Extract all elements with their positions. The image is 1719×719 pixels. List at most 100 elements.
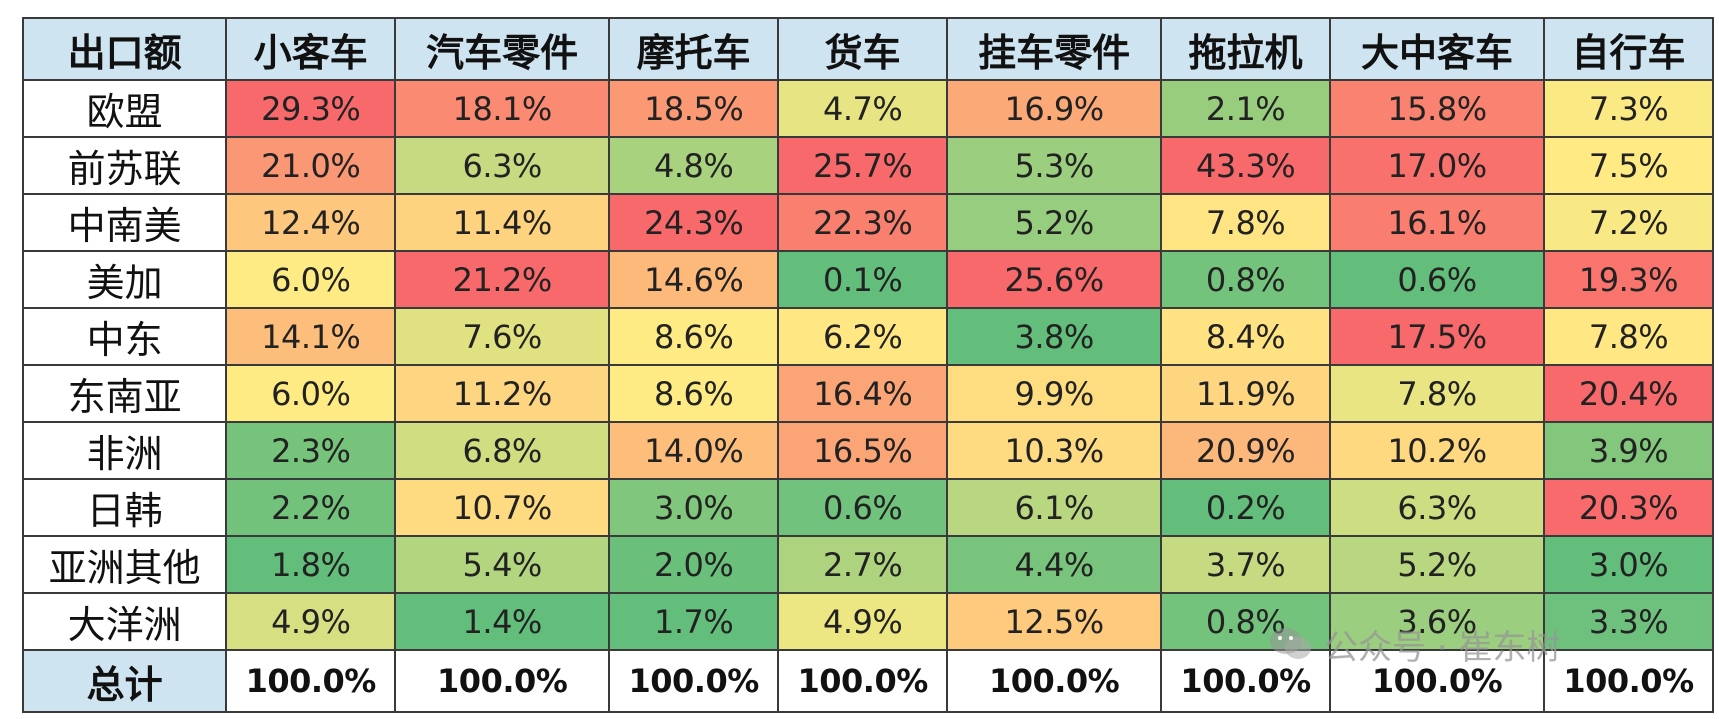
heatmap-table: 出口额 小客车 汽车零件 摩托车 货车 挂车零件 拖拉机 大中客车 自行车 欧盟 29.3% 18.1…: [21, 17, 1715, 713]
heat-cell: 10.3%: [946, 421, 1163, 480]
row-label: 大洋洲: [21, 592, 228, 651]
heat-cell: 12.5%: [946, 592, 1163, 651]
heat-cell: 0.8%: [1160, 592, 1332, 651]
heat-cell: 6.2%: [777, 307, 949, 366]
heat-cell: 5.4%: [394, 535, 611, 594]
heat-cell: 10.7%: [394, 478, 611, 537]
table-row: 欧盟 29.3% 18.1% 18.5% 4.7% 16.9% 2.1% 15.8% 7.3%: [21, 79, 1715, 138]
table-row: 亚洲其他 1.8% 5.4% 2.0% 2.7% 4.4% 3.7% 5.2% 3.0%: [21, 535, 1715, 594]
heat-cell: 2.0%: [608, 535, 780, 594]
heat-cell: 18.1%: [394, 79, 611, 138]
total-cell: 100.0%: [1160, 649, 1332, 713]
row-label: 非洲: [21, 421, 228, 480]
total-cell: 100.0%: [608, 649, 780, 713]
column-header: 拖拉机: [1160, 17, 1332, 81]
column-header: 汽车零件: [394, 17, 611, 81]
heat-cell: 19.3%: [1542, 250, 1715, 309]
heat-cell: 14.0%: [608, 421, 780, 480]
heat-cell: 7.2%: [1542, 193, 1715, 252]
heat-cell: 2.3%: [225, 421, 397, 480]
heat-cell: 9.9%: [946, 364, 1163, 423]
total-cell: 100.0%: [777, 649, 949, 713]
heat-cell: 3.8%: [946, 307, 1163, 366]
heat-cell: 20.3%: [1542, 478, 1715, 537]
row-label: 中东: [21, 307, 228, 366]
row-label: 中南美: [21, 193, 228, 252]
total-row: 总计 100.0% 100.0% 100.0% 100.0% 100.0% 100.0% 10…: [21, 649, 1715, 713]
heat-cell: 4.8%: [608, 136, 780, 195]
heat-cell: 7.8%: [1542, 307, 1715, 366]
heat-cell: 24.3%: [608, 193, 780, 252]
heat-cell: 5.2%: [946, 193, 1163, 252]
heat-cell: 7.8%: [1329, 364, 1545, 423]
heat-cell: 6.8%: [394, 421, 611, 480]
heat-cell: 14.6%: [608, 250, 780, 309]
heat-cell: 20.4%: [1542, 364, 1715, 423]
heat-cell: 18.5%: [608, 79, 780, 138]
heat-cell: 2.7%: [777, 535, 949, 594]
heat-cell: 1.4%: [394, 592, 611, 651]
heat-cell: 7.5%: [1542, 136, 1715, 195]
total-cell: 100.0%: [225, 649, 397, 713]
heat-cell: 2.1%: [1160, 79, 1332, 138]
column-header: 小客车: [225, 17, 397, 81]
heat-cell: 8.4%: [1160, 307, 1332, 366]
heat-cell: 3.0%: [1542, 535, 1715, 594]
total-cell: 100.0%: [1542, 649, 1715, 713]
heat-cell: 3.3%: [1542, 592, 1715, 651]
heat-cell: 4.4%: [946, 535, 1163, 594]
row-label: 日韩: [21, 478, 228, 537]
heat-cell: 16.1%: [1329, 193, 1545, 252]
heat-cell: 0.8%: [1160, 250, 1332, 309]
row-label: 欧盟: [21, 79, 228, 138]
total-label: 总计: [21, 649, 228, 713]
heat-cell: 29.3%: [225, 79, 397, 138]
column-header: 大中客车: [1329, 17, 1545, 81]
heat-cell: 0.6%: [777, 478, 949, 537]
total-cell: 100.0%: [394, 649, 611, 713]
corner-label: 出口额: [21, 17, 228, 81]
heat-cell: 1.8%: [225, 535, 397, 594]
heat-cell: 25.6%: [946, 250, 1163, 309]
column-header: 货车: [777, 17, 949, 81]
heat-cell: 5.3%: [946, 136, 1163, 195]
heat-cell: 7.3%: [1542, 79, 1715, 138]
heat-cell: 21.2%: [394, 250, 611, 309]
table-row: 大洋洲 4.9% 1.4% 1.7% 4.9% 12.5% 0.8% 3.6% 3.3%: [21, 592, 1715, 651]
heat-cell: 11.4%: [394, 193, 611, 252]
heat-cell: 0.1%: [777, 250, 949, 309]
heat-cell: 6.0%: [225, 364, 397, 423]
total-cell: 100.0%: [946, 649, 1163, 713]
heat-cell: 6.0%: [225, 250, 397, 309]
heat-cell: 14.1%: [225, 307, 397, 366]
row-label: 东南亚: [21, 364, 228, 423]
heat-cell: 4.7%: [777, 79, 949, 138]
heat-cell: 3.9%: [1542, 421, 1715, 480]
table-row: 非洲 2.3% 6.8% 14.0% 16.5% 10.3% 20.9% 10.2% 3.9%: [21, 421, 1715, 480]
heat-cell: 11.9%: [1160, 364, 1332, 423]
heat-cell: 12.4%: [225, 193, 397, 252]
row-label: 亚洲其他: [21, 535, 228, 594]
heat-cell: 4.9%: [225, 592, 397, 651]
heat-cell: 16.4%: [777, 364, 949, 423]
heat-cell: 0.6%: [1329, 250, 1545, 309]
row-label: 美加: [21, 250, 228, 309]
heat-cell: 3.0%: [608, 478, 780, 537]
heat-cell: 8.6%: [608, 364, 780, 423]
heat-cell: 10.2%: [1329, 421, 1545, 480]
heat-cell: 11.2%: [394, 364, 611, 423]
heat-cell: 6.1%: [946, 478, 1163, 537]
heat-cell: 16.9%: [946, 79, 1163, 138]
table-row: 美加 6.0% 21.2% 14.6% 0.1% 25.6% 0.8% 0.6% 19.3%: [21, 250, 1715, 309]
heat-cell: 15.8%: [1329, 79, 1545, 138]
table-row: 中南美 12.4% 11.4% 24.3% 22.3% 5.2% 7.8% 16.1% 7.2%: [21, 193, 1715, 252]
header-row: 出口额 小客车 汽车零件 摩托车 货车 挂车零件 拖拉机 大中客车 自行车: [21, 17, 1715, 81]
column-header: 自行车: [1542, 17, 1715, 81]
table-row: 中东 14.1% 7.6% 8.6% 6.2% 3.8% 8.4% 17.5% 7.8%: [21, 307, 1715, 366]
heat-cell: 17.0%: [1329, 136, 1545, 195]
heat-cell: 43.3%: [1160, 136, 1332, 195]
heat-cell: 4.9%: [777, 592, 949, 651]
total-cell: 100.0%: [1329, 649, 1545, 713]
row-label: 前苏联: [21, 136, 228, 195]
heat-cell: 25.7%: [777, 136, 949, 195]
